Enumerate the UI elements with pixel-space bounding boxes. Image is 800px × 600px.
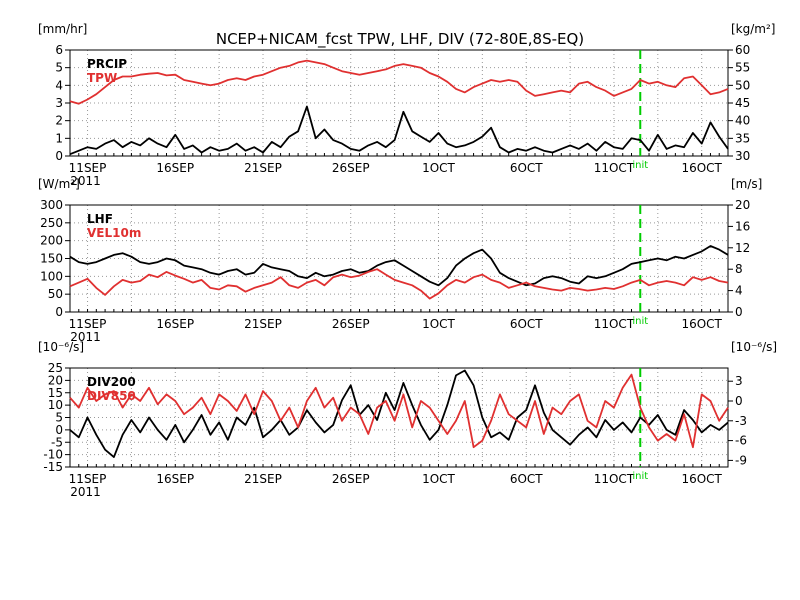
right-unit-label: [kg/m²] (731, 22, 775, 36)
x-tick-label: 11SEP (69, 161, 107, 175)
y-tick-label-left: 0 (55, 149, 63, 163)
y-tick-label-right: 40 (735, 114, 750, 128)
x-tick-label: 11OCT (594, 161, 635, 175)
x-tick-label: 6OCT (510, 317, 543, 331)
y-tick-label-left: -5 (51, 435, 63, 449)
x-tick-label: 11OCT (594, 472, 635, 486)
left-unit-label: [mm/hr] (38, 22, 87, 36)
y-tick-label-left: -15 (43, 460, 63, 474)
y-tick-label-left: 2 (55, 114, 63, 128)
y-tick-label-left: 250 (40, 216, 63, 230)
x-tick-label: 26SEP (332, 317, 370, 331)
y-tick-label-left: 100 (40, 269, 63, 283)
y-tick-label-right: 0 (735, 394, 743, 408)
x-tick-label: 1OCT (422, 472, 455, 486)
x-tick-label: 21SEP (244, 317, 282, 331)
init-label: init (632, 160, 648, 171)
x-tick-label: 21SEP (244, 161, 282, 175)
chart-title: NCEP+NICAM_fcst TPW, LHF, DIV (72-80E,8S… (216, 30, 584, 49)
init-label: init (632, 471, 648, 482)
x-tick-label: 11SEP (69, 472, 107, 486)
x-tick-label: 16SEP (156, 317, 194, 331)
y-tick-label-left: 5 (55, 411, 63, 425)
x-tick-label: 11SEP (69, 317, 107, 331)
x-tick-label: 16SEP (156, 472, 194, 486)
y-tick-label-right: 0 (735, 305, 743, 319)
y-tick-label-left: 50 (48, 287, 63, 301)
x-tick-label: 26SEP (332, 472, 370, 486)
y-tick-label-left: 3 (55, 96, 63, 110)
y-tick-label-right: 50 (735, 78, 750, 92)
y-tick-label-right: -3 (735, 414, 747, 428)
y-tick-label-right: 8 (735, 262, 743, 276)
y-tick-label-right: 30 (735, 149, 750, 163)
x-tick-label: 11OCT (594, 317, 635, 331)
x-tick-label: 16OCT (681, 317, 722, 331)
x-tick-label: 6OCT (510, 472, 543, 486)
x-tick-label: 21SEP (244, 472, 282, 486)
y-tick-label-left: -10 (43, 448, 63, 462)
y-tick-label-left: 6 (55, 43, 63, 57)
x-tick-label: 1OCT (422, 317, 455, 331)
plot-frame (69, 204, 729, 313)
legend-vel10m: VEL10m (87, 226, 141, 240)
y-tick-label-left: 0 (55, 423, 63, 437)
y-tick-label-left: 20 (48, 373, 63, 387)
y-tick-label-left: 25 (48, 361, 63, 375)
legend-div200: DIV200 (87, 375, 136, 389)
year-label: 2011 (70, 485, 101, 499)
x-tick-label: 16OCT (681, 472, 722, 486)
y-tick-label-right: 20 (735, 198, 750, 212)
year-label: 2011 (70, 330, 101, 344)
y-tick-label-right: 12 (735, 241, 750, 255)
y-tick-label-right: 3 (735, 374, 743, 388)
init-label: init (632, 316, 648, 327)
y-tick-label-left: 5 (55, 61, 63, 75)
legend-prcip: PRCIP (87, 57, 127, 71)
x-tick-label: 16OCT (681, 161, 722, 175)
y-tick-label-right: 55 (735, 61, 750, 75)
plot-frame (69, 49, 729, 157)
series-line-vel10m (69, 268, 729, 300)
y-tick-label-left: 300 (40, 198, 63, 212)
series-line-prcip (69, 105, 729, 156)
right-unit-label: [10⁻⁶/s] (731, 340, 777, 354)
plot-frame (69, 367, 729, 468)
legend-lhf: LHF (87, 212, 113, 226)
x-tick-label: 6OCT (510, 161, 543, 175)
year-label: 2011 (70, 174, 101, 188)
x-tick-label: 26SEP (332, 161, 370, 175)
y-tick-label-right: -6 (735, 434, 747, 448)
y-tick-label-right: 16 (735, 219, 750, 233)
y-tick-label-left: 4 (55, 78, 63, 92)
x-tick-label: 16SEP (156, 161, 194, 175)
series-line-div850 (69, 373, 729, 449)
left-unit-label: [10⁻⁶/s] (38, 340, 84, 354)
y-tick-label-right: -9 (735, 453, 747, 467)
legend-div850: DIV850 (87, 389, 136, 403)
y-tick-label-left: 0 (55, 305, 63, 319)
left-unit-label: [W/m²] (38, 177, 80, 191)
y-tick-label-right: 4 (735, 284, 743, 298)
y-tick-label-left: 150 (40, 252, 63, 266)
x-tick-label: 1OCT (422, 161, 455, 175)
right-unit-label: [m/s] (731, 177, 762, 191)
series-line-lhf (69, 245, 729, 287)
legend-tpw: TPW (87, 71, 117, 85)
y-tick-label-right: 35 (735, 131, 750, 145)
y-tick-label-left: 10 (48, 398, 63, 412)
panel-2: 0 50 100 150 200 250 300 0 4 8 12 16 20 [W/m²] [m/s] 11… (38, 177, 762, 344)
y-tick-label-right: 45 (735, 96, 750, 110)
y-tick-label-left: 15 (48, 386, 63, 400)
y-tick-label-right: 60 (735, 43, 750, 57)
y-tick-label-left: 1 (55, 131, 63, 145)
series-line-div200 (69, 369, 729, 459)
series-line-tpw (69, 59, 729, 105)
y-tick-label-left: 200 (40, 234, 63, 248)
